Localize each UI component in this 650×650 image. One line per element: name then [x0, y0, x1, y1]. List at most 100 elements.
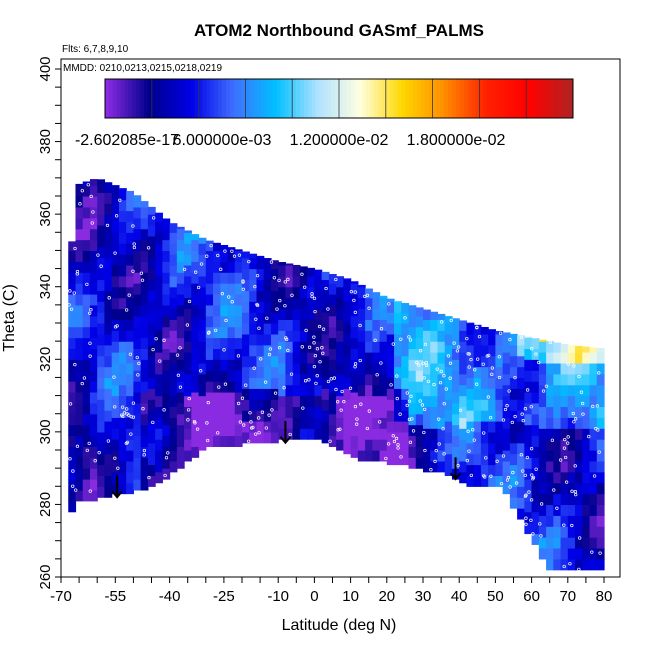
- observation-marker: [391, 342, 395, 346]
- y-tick-label: 260: [37, 564, 54, 589]
- heat-cell: [350, 304, 359, 317]
- heat-cell: [517, 410, 525, 422]
- heat-cell: [162, 424, 171, 437]
- heat-cell: [242, 388, 250, 400]
- heat-cell: [596, 428, 605, 440]
- heat-cell: [495, 388, 504, 400]
- heat-cell: [343, 355, 352, 368]
- observation-marker: [118, 198, 122, 202]
- heat-cell: [328, 381, 337, 393]
- heat-cell: [133, 195, 142, 197]
- heat-cell: [343, 344, 352, 357]
- heat-cell: [198, 417, 207, 429]
- heat-cell: [321, 399, 330, 411]
- heat-cell: [234, 326, 243, 339]
- observation-marker: [555, 506, 559, 510]
- observation-marker: [288, 432, 292, 437]
- heat-cell: [488, 366, 496, 379]
- observation-marker: [176, 373, 181, 377]
- colorbar-segment: [467, 79, 473, 118]
- heat-cell: [517, 377, 525, 389]
- observation-marker: [304, 328, 308, 333]
- heat-cell: [365, 373, 373, 386]
- heat-cell: [401, 355, 410, 368]
- heat-cell: [126, 395, 134, 408]
- heat-cell: [242, 355, 250, 368]
- observation-marker: [251, 425, 255, 430]
- observation-marker: [112, 375, 116, 379]
- heat-cell: [118, 254, 127, 266]
- heat-cell: [328, 315, 337, 328]
- heat-cell: [82, 435, 91, 447]
- heat-cell: [365, 319, 373, 331]
- heat-cell: [97, 453, 106, 466]
- heat-cell: [553, 558, 562, 571]
- heat-cell: [415, 424, 424, 437]
- heat-cell: [169, 406, 178, 418]
- observation-marker: [387, 302, 391, 306]
- heat-cell: [133, 457, 142, 469]
- observation-marker: [562, 446, 567, 450]
- heat-cell: [546, 406, 554, 418]
- heat-cell: [459, 352, 468, 364]
- x-tick-label: 50: [487, 588, 504, 605]
- observation-marker: [301, 406, 305, 410]
- heat-cell: [357, 428, 366, 440]
- heat-cell: [372, 373, 381, 386]
- colorbar-segment: [171, 79, 176, 118]
- heat-cell: [205, 381, 214, 393]
- heat-cell: [430, 395, 439, 408]
- observation-marker: [146, 246, 151, 250]
- heat-cell: [97, 420, 106, 433]
- heat-cell: [256, 279, 265, 291]
- colorbar-segment: [487, 79, 492, 118]
- heat-cell: [82, 424, 91, 437]
- heat-cell: [524, 511, 533, 524]
- observation-marker: [348, 386, 353, 390]
- heat-cell: [140, 326, 149, 339]
- heat-cell: [560, 362, 569, 375]
- heat-cell: [75, 217, 84, 230]
- heat-cell: [162, 218, 171, 230]
- heat-cell: [118, 188, 127, 190]
- heat-cell: [299, 406, 308, 418]
- observation-marker: [513, 375, 517, 380]
- heat-cell: [278, 384, 287, 397]
- heat-cell: [176, 391, 185, 404]
- heat-cell: [198, 352, 207, 364]
- heat-cell: [307, 297, 315, 310]
- observation-marker: [67, 303, 71, 307]
- heat-cell: [118, 232, 127, 244]
- heat-cell: [104, 486, 113, 498]
- heat-cell: [118, 373, 127, 386]
- observation-marker: [257, 431, 261, 435]
- heat-cell: [314, 297, 323, 310]
- heat-cell: [285, 286, 294, 299]
- heat-cell: [75, 293, 84, 306]
- heat-cell: [169, 308, 178, 320]
- heat-cell: [147, 268, 156, 281]
- heat-cell: [75, 261, 84, 273]
- heat-cell: [560, 526, 569, 538]
- heat-cell: [126, 199, 134, 212]
- observation-marker: [411, 429, 416, 433]
- observation-marker: [422, 376, 426, 380]
- heat-cell: [401, 420, 410, 433]
- observation-marker: [358, 358, 362, 363]
- heat-cell: [140, 304, 149, 317]
- heat-cell: [242, 431, 250, 444]
- heat-cell: [553, 515, 562, 527]
- observation-marker: [477, 334, 482, 339]
- heat-cell: [307, 352, 315, 364]
- heat-cell: [278, 308, 287, 320]
- observation-marker: [499, 481, 504, 486]
- heat-cell: [285, 373, 294, 386]
- heat-cell: [234, 304, 243, 317]
- heat-cell: [430, 428, 439, 440]
- heat-cell: [459, 384, 468, 397]
- observation-marker: [315, 347, 320, 351]
- heat-cell: [75, 326, 84, 339]
- heat-cell: [263, 258, 272, 270]
- heat-cell: [176, 424, 185, 437]
- heat-cell: [473, 420, 482, 433]
